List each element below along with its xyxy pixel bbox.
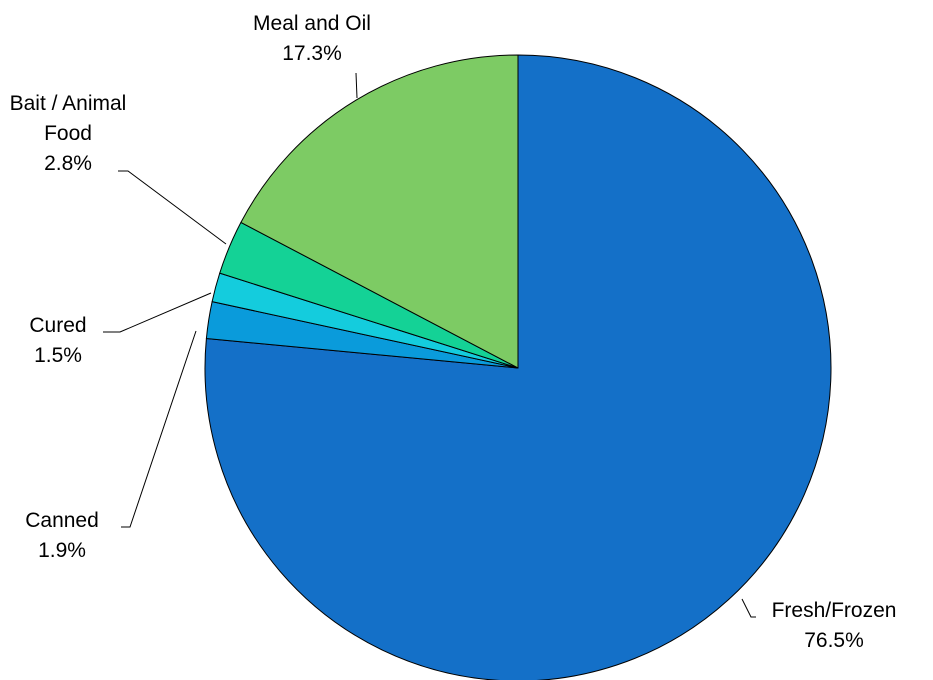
- leader-lines: [103, 72, 756, 618]
- leader-line-canned: [121, 330, 197, 528]
- pie-slice-fresh-frozen: [204, 54, 832, 680]
- slice-value-fresh-frozen: 76.5%: [804, 629, 864, 652]
- slice-label-fresh-frozen: Fresh/Frozen 76.5%: [772, 599, 897, 652]
- slice-label-meal-and-oil: Meal and Oil 17.3%: [253, 12, 371, 65]
- slice-value-canned: 1.9%: [38, 539, 86, 562]
- slice-name-bait-animal-food: Food: [44, 122, 92, 145]
- slice-value-cured: 1.5%: [34, 344, 82, 367]
- pie-slice-meal-and-oil: [240, 54, 519, 369]
- slice-value-bait-animal-food: 2.8%: [44, 152, 92, 175]
- slice-name-cured: Cured: [29, 314, 86, 337]
- slice-label-bait-animal-food: Bait / Animal Food 2.8%: [10, 92, 127, 175]
- slice-value-meal-and-oil: 17.3%: [282, 42, 342, 65]
- slice-labels: Fresh/Frozen 76.5% Canned 1.9% Cured 1.5% Bait…: [10, 12, 897, 652]
- slice-name-fresh-frozen: Fresh/Frozen: [772, 599, 897, 622]
- leader-line-meal-and-oil: [355, 72, 358, 99]
- leader-line-bait-animal-food: [118, 170, 227, 245]
- leader-line-cured: [103, 292, 212, 333]
- pie-slices: [204, 54, 832, 680]
- slice-name-canned: Canned: [25, 509, 99, 532]
- slice-name-bait-animal-food: Bait / Animal: [10, 92, 127, 115]
- leader-line-fresh-frozen: [741, 598, 756, 618]
- slice-label-cured: Cured 1.5%: [29, 314, 86, 367]
- slice-name-meal-and-oil: Meal and Oil: [253, 12, 371, 35]
- slice-label-canned: Canned 1.9%: [25, 509, 99, 562]
